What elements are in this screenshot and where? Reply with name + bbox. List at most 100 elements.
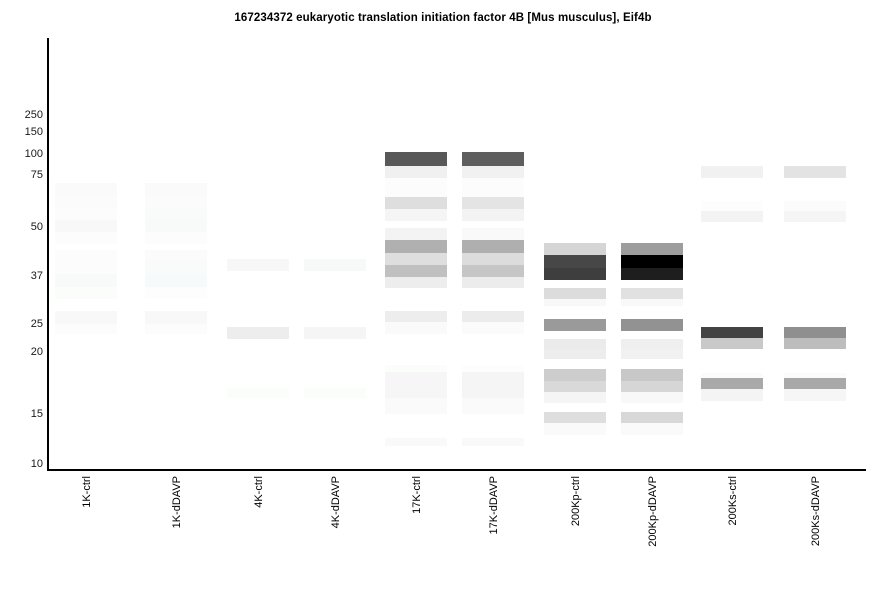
y-axis-tick-label: 150 xyxy=(24,126,43,138)
gel-band xyxy=(385,277,447,288)
gel-lane xyxy=(227,38,289,470)
x-axis-tick: 17K-ctrl xyxy=(411,476,425,586)
gel-band xyxy=(145,262,207,274)
gel-band xyxy=(784,201,846,211)
gel-band xyxy=(621,299,683,306)
gel-band xyxy=(55,208,117,220)
gel-band xyxy=(621,243,683,255)
gel-band xyxy=(55,250,117,262)
gel-band xyxy=(544,268,606,280)
gel-band xyxy=(462,311,524,322)
gel-band xyxy=(55,196,117,208)
gel-band xyxy=(462,178,524,190)
gel-band xyxy=(385,372,447,398)
gel-band xyxy=(701,378,763,389)
y-axis-tick: 10 xyxy=(0,459,43,470)
gel-band xyxy=(621,339,683,349)
x-axis-tick-label: 200Ks-dDAVP xyxy=(810,476,822,547)
gel-band xyxy=(544,319,606,331)
gel-band xyxy=(544,392,606,403)
gel-band xyxy=(621,369,683,381)
gel-lane xyxy=(701,38,763,470)
gel-band xyxy=(227,388,289,398)
y-axis-tick-label: 50 xyxy=(30,221,43,233)
gel-band xyxy=(701,373,763,378)
gel-band xyxy=(385,152,447,166)
gel-band xyxy=(145,311,207,324)
gel-band xyxy=(784,373,846,378)
gel-band xyxy=(385,166,447,178)
x-axis-tick: 4K-dDAVP xyxy=(330,476,344,586)
gel-band xyxy=(145,232,207,244)
x-axis-tick-label: 200Kp-dDAVP xyxy=(647,476,659,547)
gel-band xyxy=(544,299,606,306)
y-axis-line xyxy=(47,38,49,471)
x-axis-tick: 1K-dDAVP xyxy=(171,476,185,586)
gel-band xyxy=(784,166,846,178)
y-axis-tick-label: 250 xyxy=(24,109,43,121)
gel-band xyxy=(55,311,117,324)
gel-band xyxy=(544,243,606,255)
gel-band xyxy=(462,166,524,178)
gel-band xyxy=(621,268,683,280)
y-axis-tick: 150 xyxy=(0,127,43,138)
x-axis-tick: 200Ks-dDAVP xyxy=(810,476,824,586)
gel-lane xyxy=(784,38,846,470)
gel-band xyxy=(145,250,207,262)
gel-band xyxy=(55,262,117,274)
x-axis-tick: 1K-ctrl xyxy=(81,476,95,586)
gel-band xyxy=(462,438,524,446)
x-axis-tick: 17K-dDAVP xyxy=(488,476,502,586)
gel-band xyxy=(145,196,207,208)
gel-band xyxy=(701,211,763,222)
y-axis-tick: 100 xyxy=(0,149,43,160)
y-axis-tick-label: 75 xyxy=(30,169,43,181)
x-axis-tick: 4K-ctrl xyxy=(253,476,267,586)
gel-band xyxy=(462,152,524,166)
gel-lane xyxy=(304,38,366,470)
gel-band xyxy=(701,327,763,338)
gel-band xyxy=(462,197,524,209)
gel-lane xyxy=(621,38,683,470)
gel-band xyxy=(55,287,117,299)
gel-band xyxy=(462,372,524,398)
gel-band xyxy=(621,381,683,392)
gel-band xyxy=(701,338,763,349)
gel-band xyxy=(385,209,447,221)
gel-band xyxy=(385,398,447,414)
gel-band xyxy=(462,240,524,253)
y-axis-tick-label: 20 xyxy=(30,346,43,358)
gel-band xyxy=(701,201,763,211)
gel-band xyxy=(544,255,606,268)
gel-band xyxy=(385,178,447,190)
y-axis-tick-label: 37 xyxy=(30,270,43,282)
gel-band xyxy=(304,388,366,398)
y-axis-tick: 15 xyxy=(0,409,43,420)
gel-band xyxy=(55,324,117,334)
gel-band xyxy=(462,322,524,334)
gel-band xyxy=(227,259,289,271)
gel-band xyxy=(385,190,447,197)
x-axis-tick-label: 4K-dDAVP xyxy=(330,476,342,529)
gel-band xyxy=(462,398,524,414)
gel-band xyxy=(621,423,683,435)
gel-band xyxy=(544,369,606,381)
gel-band xyxy=(462,277,524,288)
gel-band xyxy=(304,259,366,271)
gel-band xyxy=(784,389,846,401)
y-axis-tick: 20 xyxy=(0,347,43,358)
gel-band xyxy=(784,211,846,222)
x-axis-tick: 200Kp-ctrl xyxy=(570,476,584,586)
gel-band xyxy=(784,378,846,389)
gel-band xyxy=(701,166,763,178)
gel-band xyxy=(462,190,524,197)
y-axis-tick-label: 100 xyxy=(24,148,43,160)
gel-band xyxy=(385,311,447,322)
gel-band xyxy=(544,339,606,349)
y-axis-tick: 25 xyxy=(0,319,43,330)
x-axis-tick-label: 1K-ctrl xyxy=(81,476,93,508)
gel-band xyxy=(621,288,683,299)
gel-band xyxy=(55,183,117,196)
x-axis-tick-label: 200Kp-ctrl xyxy=(570,476,582,527)
